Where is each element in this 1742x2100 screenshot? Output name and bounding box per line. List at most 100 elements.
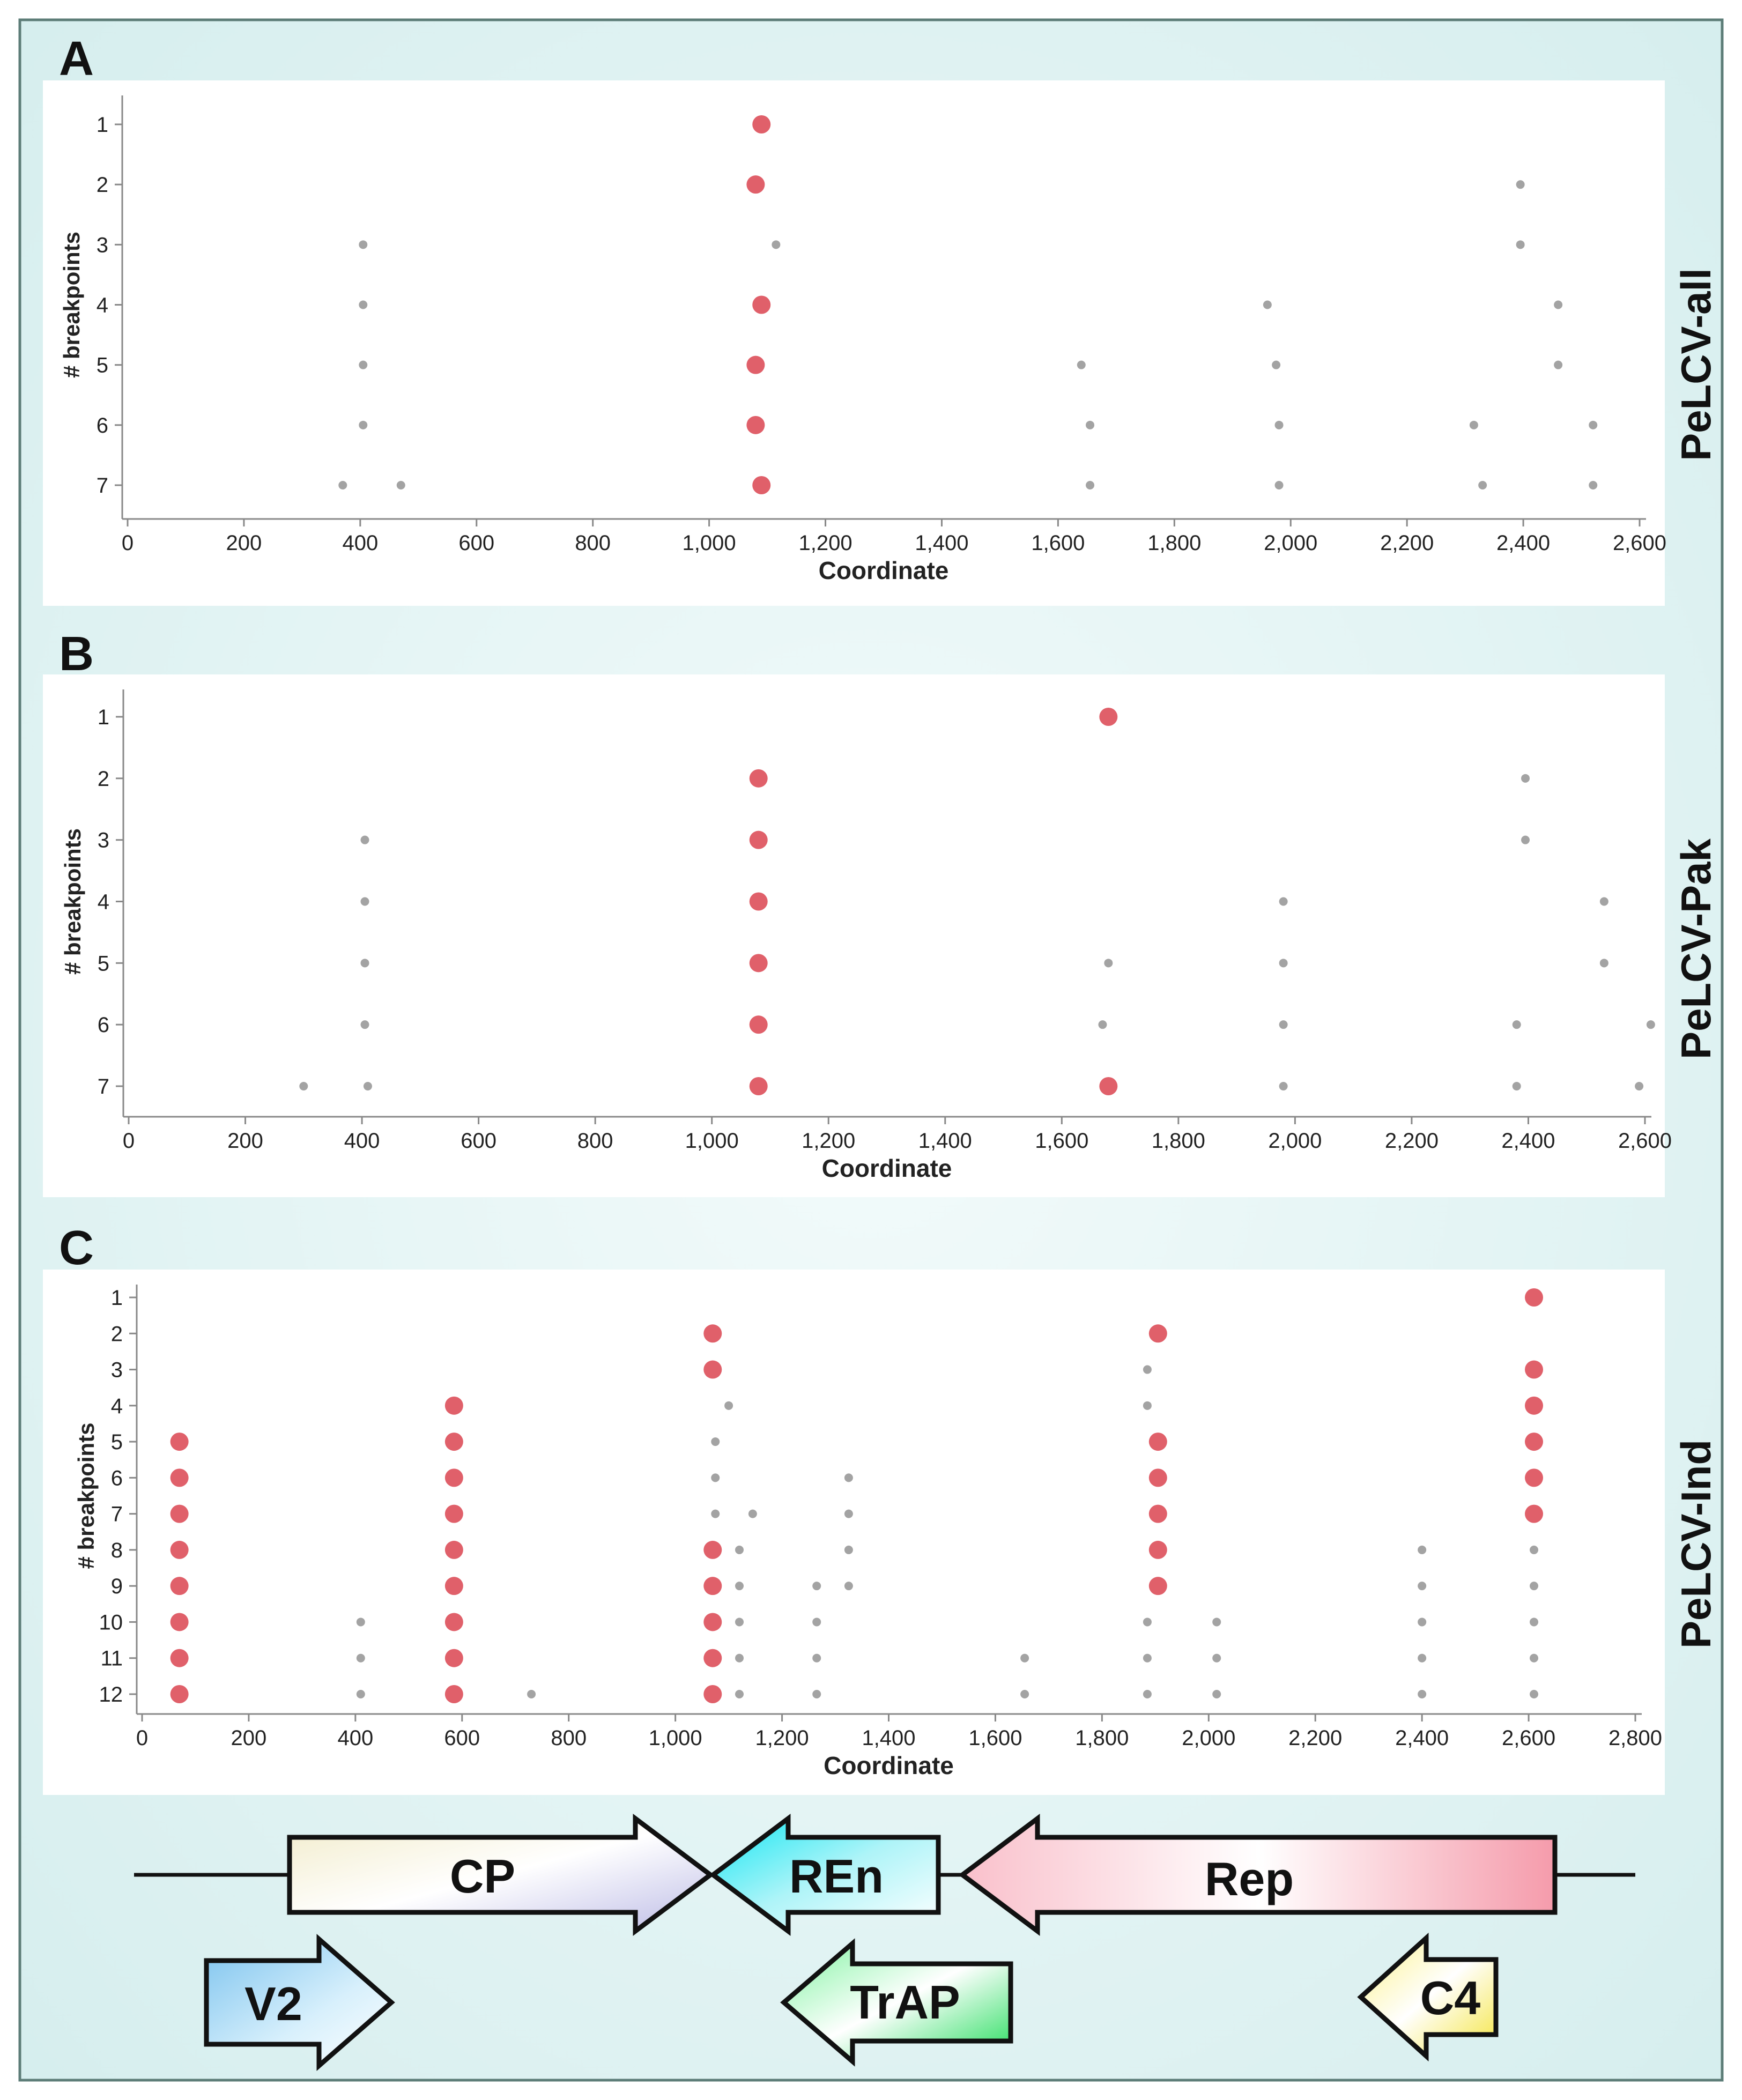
- minor-breakpoint-dot: [1212, 1653, 1221, 1663]
- x-tick-label: 1,400: [915, 531, 968, 555]
- major-breakpoint-dot: [746, 415, 765, 434]
- chart-panel-a: [43, 80, 1665, 606]
- minor-breakpoint-dot: [359, 360, 368, 369]
- y-tick-label: 3: [98, 829, 109, 852]
- major-breakpoint-dot: [1099, 1077, 1118, 1095]
- gene-arrow-c4: [1357, 1932, 1499, 2062]
- minor-breakpoint-dot: [1418, 1653, 1427, 1663]
- minor-breakpoint-dot: [724, 1401, 733, 1410]
- minor-breakpoint-dot: [772, 240, 781, 249]
- y-tick-label: 7: [98, 1075, 109, 1099]
- minor-breakpoint-dot: [356, 1617, 365, 1627]
- minor-breakpoint-dot: [1512, 1082, 1521, 1090]
- x-tick-label: 800: [575, 531, 611, 555]
- x-tick-label: 0: [123, 1129, 135, 1153]
- side-label-c: PeLCV-Ind: [1672, 1439, 1719, 1649]
- major-breakpoint-dot: [170, 1540, 189, 1559]
- minor-breakpoint-dot: [527, 1690, 536, 1698]
- x-tick-label: 1,600: [1031, 531, 1085, 555]
- y-tick-label: 9: [111, 1575, 123, 1598]
- minor-breakpoint-dot: [1274, 481, 1284, 489]
- gene-label-ren: REn: [789, 1850, 884, 1903]
- major-breakpoint-dot: [170, 1504, 189, 1523]
- major-breakpoint-dot: [1525, 1504, 1544, 1523]
- gene-label-v2: V2: [244, 1977, 302, 2030]
- y-tick-label: 2: [111, 1322, 123, 1346]
- x-tick-label: 1,200: [802, 1129, 855, 1153]
- minor-breakpoint-dot: [812, 1690, 821, 1698]
- gene-arrow-v2: [204, 1934, 395, 2071]
- major-breakpoint-dot: [752, 115, 771, 133]
- x-tick-label: 600: [461, 1129, 496, 1153]
- minor-breakpoint-dot: [735, 1545, 744, 1554]
- major-breakpoint-dot: [1148, 1577, 1167, 1596]
- minor-breakpoint-dot: [299, 1082, 308, 1090]
- y-tick-label: 2: [97, 173, 108, 197]
- minor-breakpoint-dot: [844, 1473, 853, 1482]
- panel-letter-a: A: [59, 32, 94, 86]
- minor-breakpoint-dot: [359, 300, 368, 309]
- major-breakpoint-dot: [1525, 1468, 1544, 1487]
- minor-breakpoint-dot: [735, 1653, 744, 1663]
- gene-arrow-trap: [780, 1938, 1013, 2067]
- minor-breakpoint-dot: [1418, 1582, 1427, 1591]
- x-tick-label: 2,600: [1502, 1726, 1555, 1750]
- major-breakpoint-dot: [170, 1613, 189, 1631]
- minor-breakpoint-dot: [812, 1617, 821, 1627]
- y-tick-label: 12: [99, 1683, 123, 1706]
- chart-a: 0 200 400 600 800 1,000 1,200 1,400 1,600 1,800 2,…: [59, 95, 1666, 584]
- major-breakpoint-dot: [1525, 1360, 1544, 1379]
- minor-breakpoint-dot: [338, 481, 347, 489]
- x-tick-label: 400: [344, 1129, 380, 1153]
- major-breakpoint-dot: [703, 1685, 722, 1703]
- gene-label-trap: TrAP: [850, 1976, 960, 2029]
- major-breakpoint-dot: [444, 1540, 463, 1559]
- major-breakpoint-dot: [170, 1577, 189, 1596]
- major-breakpoint-dot: [749, 892, 768, 911]
- minor-breakpoint-dot: [1521, 835, 1530, 844]
- x-tick-label: 1,800: [1147, 531, 1201, 555]
- x-tick-label: 800: [551, 1726, 587, 1750]
- minor-breakpoint-dot: [1098, 1020, 1107, 1029]
- y-tick-label: 3: [97, 233, 108, 257]
- x-tick-label: 200: [231, 1726, 267, 1750]
- major-breakpoint-dot: [170, 1649, 189, 1667]
- gene-arrow-rep: [958, 1814, 1558, 1936]
- major-breakpoint-dot: [1525, 1433, 1544, 1451]
- major-breakpoint-dot: [1148, 1433, 1167, 1451]
- y-tick-label: 8: [111, 1539, 123, 1562]
- major-breakpoint-dot: [746, 355, 765, 374]
- minor-breakpoint-dot: [1530, 1617, 1539, 1627]
- panel-letter-b: B: [59, 627, 94, 681]
- x-axis-title-b: Coordinate: [822, 1154, 952, 1182]
- major-breakpoint-dot: [749, 1077, 768, 1095]
- major-breakpoint-dot: [444, 1433, 463, 1451]
- gene-label-c4: C4: [1420, 1971, 1481, 2024]
- major-breakpoint-dot: [1148, 1540, 1167, 1559]
- x-tick-label: 1,000: [685, 1129, 739, 1153]
- y-tick-label: 4: [98, 891, 109, 914]
- major-breakpoint-dot: [703, 1613, 722, 1631]
- y-tick-label: 6: [111, 1466, 123, 1490]
- minor-breakpoint-dot: [1143, 1365, 1152, 1374]
- minor-breakpoint-dot: [1212, 1690, 1221, 1698]
- y-tick-label: 1: [111, 1286, 123, 1310]
- x-tick-label: 2,800: [1608, 1726, 1662, 1750]
- minor-breakpoint-dot: [1020, 1653, 1029, 1663]
- x-axis-title-a: Coordinate: [819, 556, 949, 584]
- minor-breakpoint-dot: [1646, 1020, 1655, 1029]
- minor-breakpoint-dot: [1104, 959, 1113, 968]
- minor-breakpoint-dot: [356, 1690, 365, 1698]
- major-breakpoint-dot: [170, 1685, 189, 1703]
- genome-map: CP REn Rep V2 TrAP C4: [134, 1814, 1635, 2071]
- minor-breakpoint-dot: [844, 1545, 853, 1554]
- x-tick-label: 800: [577, 1129, 613, 1153]
- major-breakpoint-dot: [444, 1649, 463, 1667]
- minor-breakpoint-dot: [1086, 420, 1095, 429]
- x-tick-label: 2,000: [1264, 531, 1317, 555]
- major-breakpoint-dot: [752, 476, 771, 494]
- x-tick-label: 0: [136, 1726, 148, 1750]
- minor-breakpoint-dot: [748, 1509, 757, 1518]
- major-breakpoint-dot: [444, 1504, 463, 1523]
